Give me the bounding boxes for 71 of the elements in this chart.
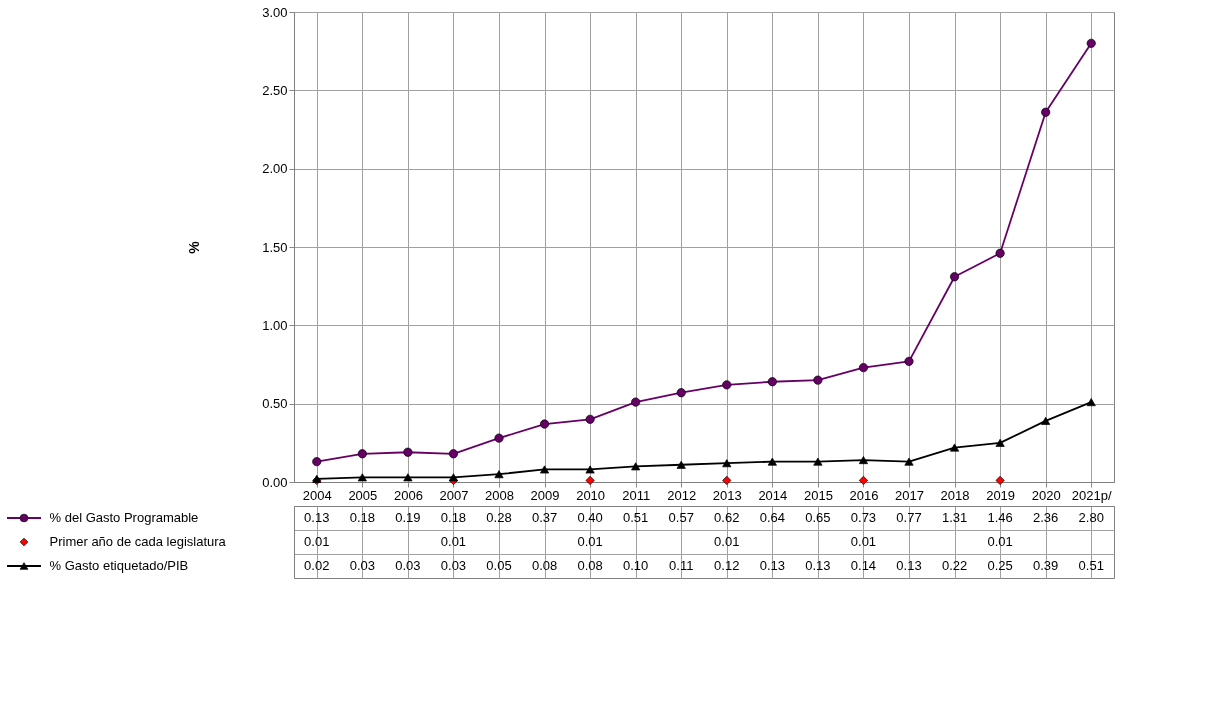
data-label: 0.14 xyxy=(850,558,877,573)
y-tick-label: 0.50 xyxy=(262,396,288,412)
y-tick-label: 2.00 xyxy=(262,161,288,177)
legend-label: % del Gasto Programable xyxy=(49,510,199,525)
data-label: 2.80 xyxy=(1078,510,1104,525)
data-label: 0.77 xyxy=(896,510,922,525)
x-tick-label: 2009 xyxy=(530,487,560,503)
legend-label: % Gasto etiquetado/PIB xyxy=(49,558,189,573)
y-tick-label: 1.00 xyxy=(262,317,288,333)
data-label: 0.01 xyxy=(440,534,467,549)
data-label: 0.62 xyxy=(714,510,740,525)
x-tick-label: 2017 xyxy=(895,487,924,503)
y-tick-label: 1.50 xyxy=(262,239,288,255)
x-tick-label: 2006 xyxy=(393,487,423,503)
x-tick-label: 2018 xyxy=(940,487,970,503)
data-label: 0.03 xyxy=(395,558,421,573)
data-label: 0.03 xyxy=(440,558,467,573)
data-label: 0.25 xyxy=(987,558,1013,573)
data-label: 0.18 xyxy=(440,510,467,525)
y-tick-label: 2.50 xyxy=(262,82,288,98)
data-label: 0.01 xyxy=(714,534,740,549)
data-label: 0.51 xyxy=(1078,558,1104,573)
data-label: 0.01 xyxy=(850,534,877,549)
data-label: 0.10 xyxy=(623,558,649,573)
x-tick-label: 2019 xyxy=(986,487,1016,503)
data-label: 0.28 xyxy=(486,510,512,525)
data-label: 0.19 xyxy=(395,510,421,525)
data-label: 1.46 xyxy=(987,510,1013,525)
x-tick-label: 2011 xyxy=(622,487,651,503)
y-tick-label: 3.00 xyxy=(262,4,288,20)
x-tick-label: 2010 xyxy=(576,487,606,503)
data-label: 0.01 xyxy=(987,534,1013,549)
data-label: 0.13 xyxy=(805,558,831,573)
x-tick-label: 2015 xyxy=(803,487,833,503)
x-tick-label: 2008 xyxy=(485,487,514,503)
data-label: 0.13 xyxy=(759,558,785,573)
data-label: 0.65 xyxy=(805,510,831,525)
data-label: 0.51 xyxy=(623,510,649,525)
data-label: 0.13 xyxy=(896,558,922,573)
y-axis-title: % xyxy=(186,240,203,254)
data-label: 0.13 xyxy=(304,510,330,525)
data-label: 2.36 xyxy=(1033,510,1059,525)
x-tick-label: 2021p/ xyxy=(1071,487,1112,503)
legend-label: Primer año de cada legislatura xyxy=(49,534,227,549)
x-tick-label: 2014 xyxy=(758,487,788,503)
data-label: 0.37 xyxy=(531,510,558,525)
data-label: 0.03 xyxy=(349,558,375,573)
data-label: 0.08 xyxy=(577,558,603,573)
data-label: 1.31 xyxy=(941,510,968,525)
x-tick-label: 2007 xyxy=(439,487,469,503)
x-tick-label: 2013 xyxy=(712,487,742,503)
data-label: 0.12 xyxy=(714,558,740,573)
y-tick-label: 0.00 xyxy=(262,474,288,490)
data-label: 0.02 xyxy=(304,558,330,573)
x-tick-label: 2020 xyxy=(1031,487,1061,503)
data-label: 0.11 xyxy=(669,558,694,573)
x-tick-label: 2012 xyxy=(667,487,697,503)
data-label: 0.39 xyxy=(1033,558,1059,573)
data-label: 0.73 xyxy=(850,510,877,525)
data-label: 0.18 xyxy=(349,510,375,525)
data-label: 0.08 xyxy=(531,558,558,573)
data-label: 0.57 xyxy=(668,510,694,525)
data-label: 0.01 xyxy=(577,534,603,549)
data-label: 0.40 xyxy=(577,510,603,525)
x-tick-label: 2005 xyxy=(348,487,378,503)
data-label: 0.22 xyxy=(941,558,968,573)
data-label: 0.64 xyxy=(759,510,785,525)
x-tick-label: 2004 xyxy=(302,487,332,503)
data-label: 0.05 xyxy=(486,558,512,573)
data-label: 0.01 xyxy=(304,534,330,549)
x-tick-label: 2016 xyxy=(849,487,879,503)
